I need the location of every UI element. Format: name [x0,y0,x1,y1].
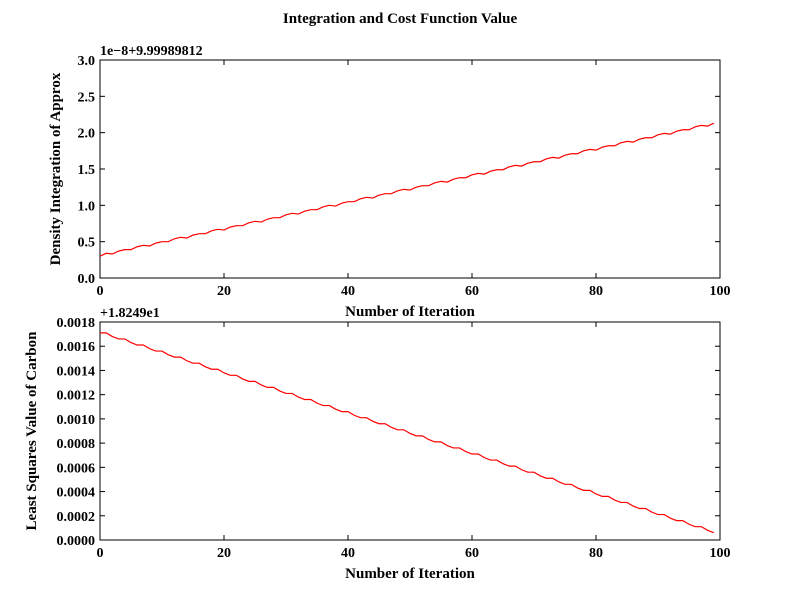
top-plot-x-tick-label: 40 [341,284,355,299]
top-plot-x-label: Number of Iteration [345,304,475,320]
bottom-plot-y-axis: 0.0000 0.0002 0.0004 0.0006 0.0008 0.0010 0.00… [57,316,720,549]
bottom-plot-y-tick-label: 0.0014 [57,364,96,379]
bottom-plot: 0 20 40 60 80 100 0.00000.00020.00040.00060.0… [24,306,731,582]
bottom-plot-x-tick-label: 0 [97,546,104,561]
top-plot-y-tick-label: 2.5 [78,90,96,105]
top-plot-y-tick-label: 1.0 [78,199,96,214]
bottom-plot-y-tick-label: 0.0004 [57,486,96,501]
top-plot: 0 20 40 60 80 100 0.0 0.5 1.0 1.5 2.0 2.5 3.0 1e−8+… [48,44,731,320]
top-plot-y-tick-label: 0.5 [78,236,96,251]
bottom-plot-x-tick-label: 60 [465,546,479,561]
bottom-plot-series-line [100,332,715,534]
top-plot-x-tick-label: 100 [710,284,731,299]
bottom-plot-x-tick-label: 80 [589,546,603,561]
top-plot-x-tick-label: 20 [217,284,231,299]
bottom-plot-x-axis: 0 20 40 60 80 100 [97,322,731,561]
figure-title: Integration and Cost Function Value [283,11,518,27]
top-plot-x-tick-label: 60 [465,284,479,299]
top-plot-offset-text: 1e−8+9.99989812 [100,44,203,59]
bottom-plot-y-tick-label: 0.0012 [57,389,96,404]
bottom-plot-y-tick-label: 0.0000 [57,534,96,549]
bottom-plot-y-tick-label: 0.0006 [57,461,96,476]
bottom-plot-y-tick-label: 0.0016 [57,340,96,355]
top-plot-series-line [99,122,715,257]
top-plot-x-tick-label: 0 [97,284,104,299]
bottom-plot-y-tick-label: 0.0002 [57,510,96,525]
bottom-plot-x-tick-label: 40 [341,546,355,561]
bottom-plot-offset-text: +1.8249e1 [100,306,160,321]
top-plot-y-tick-label: 3.0 [78,54,96,69]
bottom-plot-y-tick-label: 0.0010 [57,413,96,428]
bottom-plot-x-label: Number of Iteration [345,566,475,582]
bottom-plot-frame [99,321,721,541]
top-plot-y-axis: 0.0 0.5 1.0 1.5 2.0 2.5 3.0 [78,54,720,287]
top-plot-y-tick-label: 1.5 [78,163,96,178]
bottom-plot-y-tick-label: 0.0018 [57,316,96,331]
top-plot-frame [99,59,721,279]
bottom-plot-y-label: Least Squares Value of Carbon [24,331,40,531]
bottom-plot-x-tick-label: 100 [710,546,731,561]
top-plot-y-tick-label: 2.0 [78,127,96,142]
top-plot-x-axis: 0 20 40 60 80 100 [97,60,731,299]
top-plot-x-tick-label: 80 [589,284,603,299]
top-plot-y-label: Density Integration of Approx [48,72,64,265]
bottom-plot-x-tick-label: 20 [217,546,231,561]
bottom-plot-y-tick-label: 0.0008 [57,437,96,452]
top-plot-y-tick-label: 0.0 [78,272,96,287]
